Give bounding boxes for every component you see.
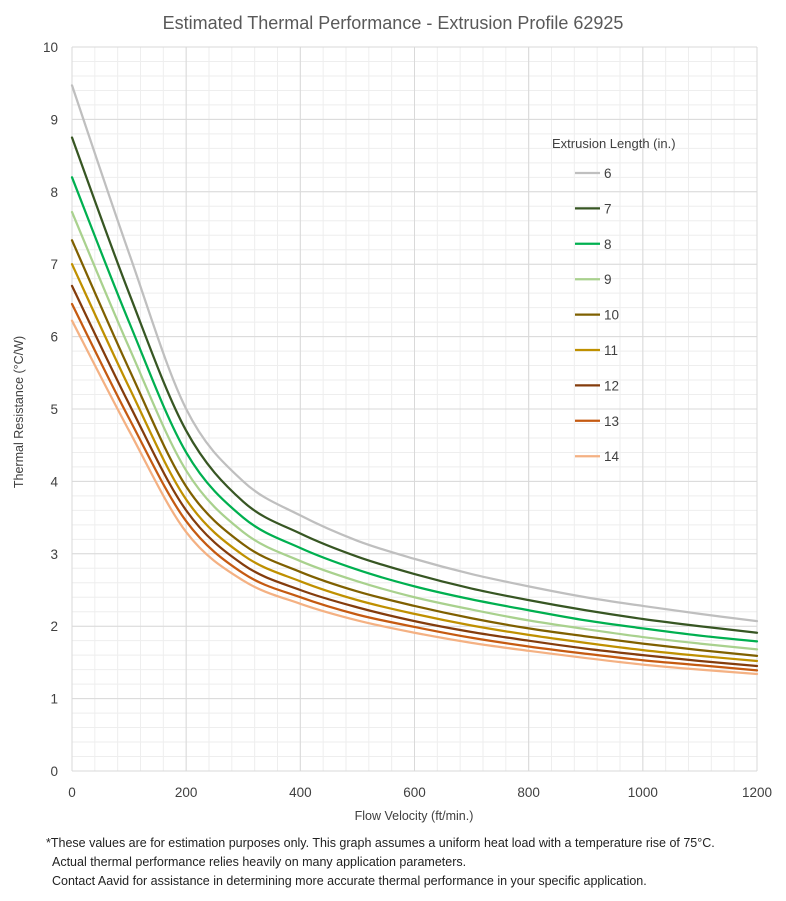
legend-label-8: 8 bbox=[604, 237, 612, 252]
legend-label-11: 11 bbox=[604, 343, 618, 358]
legend-label-14: 14 bbox=[604, 449, 620, 464]
y-tick-label: 2 bbox=[50, 619, 58, 634]
footnote-line-1: *These values are for estimation purpose… bbox=[46, 836, 715, 850]
y-tick-label: 1 bbox=[50, 692, 58, 707]
y-tick-label: 7 bbox=[50, 257, 58, 272]
y-tick-label: 6 bbox=[50, 330, 58, 345]
y-axis-label: Thermal Resistance (°C/W) bbox=[12, 336, 26, 488]
series-line-8 bbox=[70, 176, 759, 643]
x-tick-label: 1200 bbox=[742, 785, 772, 800]
y-tick-label: 3 bbox=[50, 547, 58, 562]
series-line-14 bbox=[70, 319, 759, 676]
x-tick-label: 800 bbox=[517, 785, 540, 800]
legend-label-10: 10 bbox=[604, 308, 619, 323]
series-line-11 bbox=[70, 263, 759, 663]
x-tick-label: 600 bbox=[403, 785, 426, 800]
series-line-10 bbox=[70, 239, 759, 658]
footnote-line-2: Actual thermal performance relies heavil… bbox=[52, 855, 467, 869]
series-line-9 bbox=[70, 210, 759, 651]
x-tick-label: 200 bbox=[175, 785, 198, 800]
series-lines bbox=[70, 84, 759, 676]
legend-label-12: 12 bbox=[604, 378, 619, 393]
x-tick-label: 400 bbox=[289, 785, 312, 800]
legend: Extrusion Length (in.) 6 7 8 9 10 11 12 13 14 bbox=[552, 136, 676, 464]
y-tick-label: 9 bbox=[50, 112, 58, 127]
series-line-6 bbox=[70, 84, 759, 623]
series-line-7 bbox=[70, 136, 759, 634]
chart-title: Estimated Thermal Performance - Extrusio… bbox=[163, 13, 624, 33]
legend-label-6: 6 bbox=[604, 166, 612, 181]
series-line-12 bbox=[70, 284, 759, 668]
legend-label-7: 7 bbox=[604, 201, 612, 216]
y-tick-label: 5 bbox=[50, 402, 58, 417]
legend-title: Extrusion Length (in.) bbox=[552, 136, 676, 151]
x-tick-label: 0 bbox=[68, 785, 76, 800]
x-tick-label: 1000 bbox=[628, 785, 658, 800]
y-tick-label: 4 bbox=[50, 474, 58, 489]
y-tick-label: 0 bbox=[50, 764, 58, 779]
legend-label-13: 13 bbox=[604, 414, 619, 429]
legend-label-9: 9 bbox=[604, 272, 612, 287]
y-tick-label: 8 bbox=[50, 185, 58, 200]
footnote-line-3: Contact Aavid for assistance in determin… bbox=[52, 874, 647, 888]
y-tick-label: 10 bbox=[43, 40, 58, 55]
x-axis-label: Flow Velocity (ft/min.) bbox=[355, 809, 474, 823]
series-line-13 bbox=[70, 302, 759, 672]
